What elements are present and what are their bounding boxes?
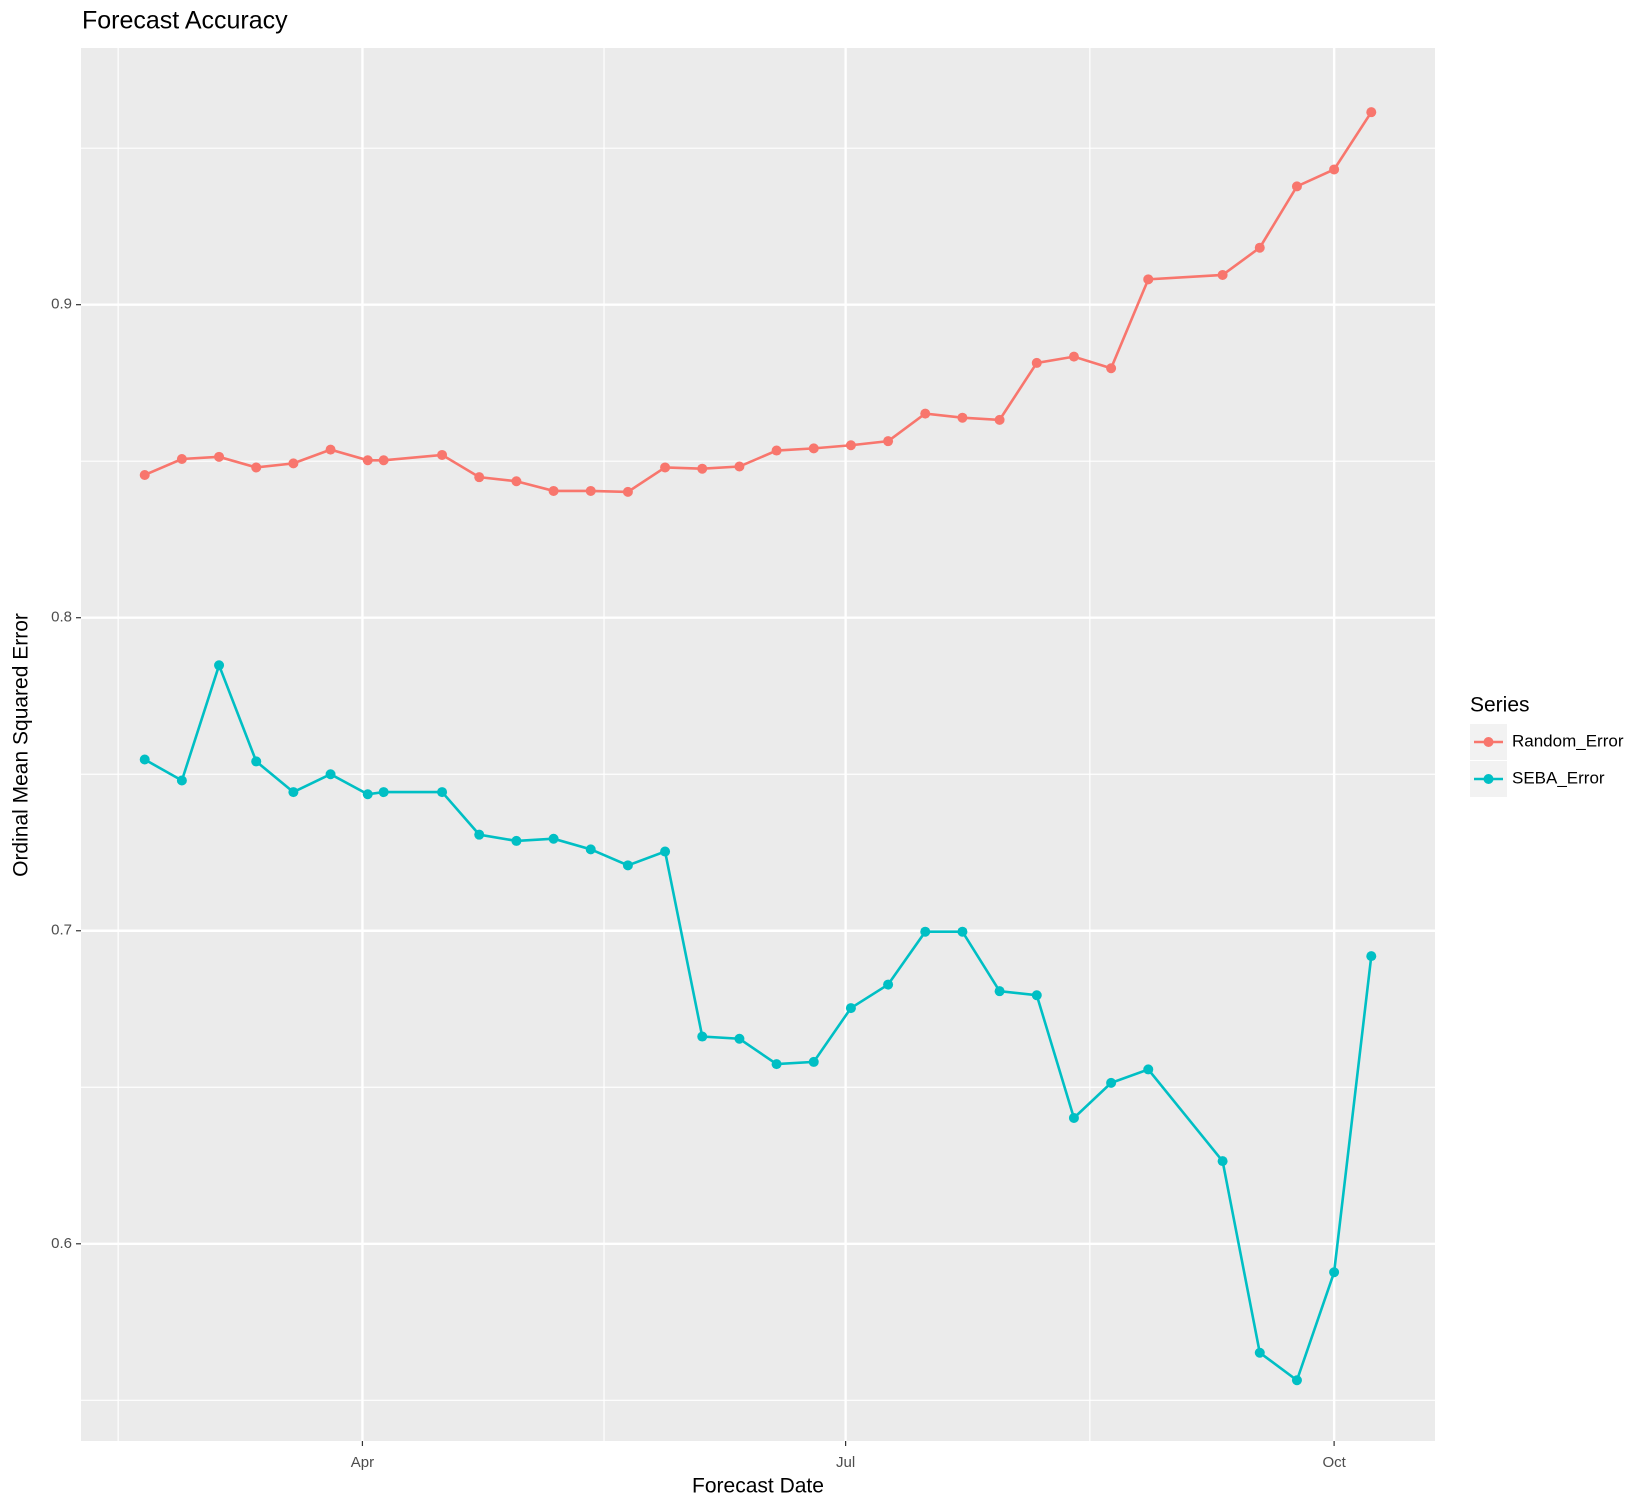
data-point: [734, 461, 745, 472]
chart-title: Forecast Accuracy: [82, 7, 288, 35]
data-point: [139, 754, 150, 765]
data-point: [1366, 951, 1377, 962]
data-point: [548, 833, 559, 844]
data-point: [771, 445, 782, 456]
data-point: [288, 458, 299, 469]
data-point: [1031, 357, 1042, 368]
data-point: [622, 860, 633, 871]
data-point: [1366, 107, 1377, 118]
data-point: [511, 476, 522, 487]
data-point: [176, 775, 187, 786]
legend-label: SEBA_Error: [1512, 768, 1605, 787]
data-point: [808, 443, 819, 454]
x-tick-label: Apr: [351, 1454, 374, 1471]
y-tick-label: 0.8: [51, 609, 72, 626]
data-point: [474, 472, 485, 483]
data-point: [1143, 1064, 1154, 1075]
data-point: [1217, 1156, 1228, 1167]
data-point: [994, 414, 1005, 425]
data-point: [622, 486, 633, 497]
data-point: [957, 412, 968, 423]
data-point: [511, 835, 522, 846]
data-point: [1068, 351, 1079, 362]
legend-swatch: [1483, 774, 1494, 784]
data-point: [378, 787, 389, 798]
data-point: [474, 829, 485, 840]
data-point: [845, 1003, 856, 1014]
data-point: [214, 660, 225, 671]
data-point: [548, 485, 559, 496]
data-point: [251, 462, 262, 473]
data-point: [771, 1059, 782, 1070]
data-point: [1031, 990, 1042, 1001]
data-point: [697, 1031, 708, 1042]
data-point: [697, 463, 708, 474]
data-point: [883, 436, 894, 447]
data-point: [214, 451, 225, 462]
legend-label: Random_Error: [1512, 731, 1624, 750]
data-point: [920, 926, 931, 937]
data-point: [920, 408, 931, 419]
data-point: [325, 769, 336, 780]
y-axis-title: Ordinal Mean Squared Error: [10, 613, 33, 877]
data-point: [437, 449, 448, 460]
legend-title: Series: [1470, 694, 1530, 717]
data-point: [1106, 1077, 1117, 1088]
y-tick-label: 0.7: [51, 922, 72, 939]
data-point: [251, 756, 262, 767]
data-point: [1217, 269, 1228, 280]
data-point: [845, 440, 856, 451]
data-point: [378, 455, 389, 466]
data-point: [994, 986, 1005, 997]
legend-swatch: [1483, 737, 1494, 747]
data-point: [734, 1033, 745, 1044]
x-tick-label: Oct: [1322, 1454, 1346, 1471]
x-tick-label: Jul: [836, 1454, 855, 1471]
data-point: [1254, 1347, 1265, 1358]
data-point: [660, 462, 671, 473]
data-point: [660, 846, 671, 857]
data-point: [1291, 1375, 1302, 1386]
data-point: [585, 844, 596, 855]
data-point: [1254, 242, 1265, 253]
data-point: [883, 979, 894, 990]
data-point: [139, 469, 150, 480]
data-point: [585, 485, 596, 496]
data-point: [1329, 164, 1340, 175]
data-point: [1329, 1267, 1340, 1278]
y-tick-label: 0.9: [51, 296, 72, 313]
data-point: [1106, 363, 1117, 374]
data-point: [325, 444, 336, 455]
data-point: [808, 1056, 819, 1067]
plot-panel: [81, 48, 1435, 1441]
x-axis-title: Forecast Date: [692, 1475, 824, 1498]
data-point: [288, 787, 299, 798]
data-point: [1068, 1112, 1079, 1123]
data-point: [176, 454, 187, 465]
data-point: [362, 455, 373, 466]
y-tick-label: 0.6: [51, 1235, 72, 1252]
data-point: [1291, 181, 1302, 192]
data-point: [362, 789, 373, 800]
data-point: [437, 787, 448, 798]
data-point: [957, 926, 968, 937]
data-point: [1143, 274, 1154, 285]
